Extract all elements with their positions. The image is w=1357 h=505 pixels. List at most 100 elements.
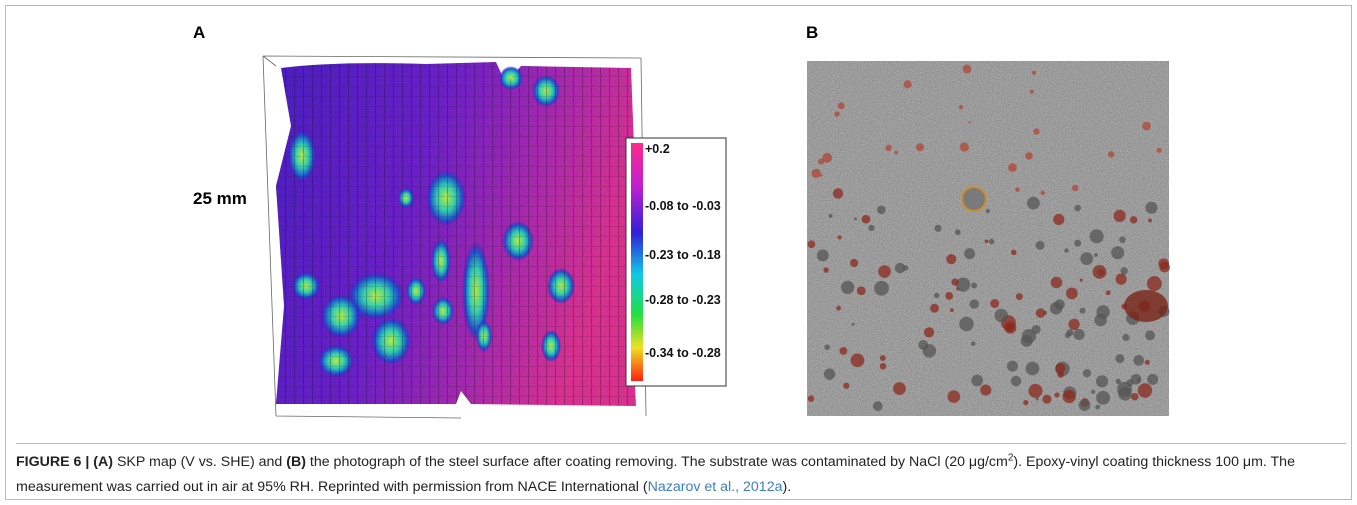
spot [1095,375,1109,388]
figure: A B 25 mm +0.2 -0. [5,5,1352,500]
spot [1095,404,1101,410]
spot [840,280,855,295]
spot [1129,216,1138,224]
spot [958,105,964,110]
spot [1074,204,1081,212]
spot [1028,383,1043,398]
spot [922,344,937,358]
spot [879,355,886,362]
caption-label: FIGURE 6 | [16,454,90,470]
spot [969,299,979,309]
spot [807,395,815,402]
spot [1073,328,1085,341]
spot [1120,267,1128,275]
spot [1156,147,1162,153]
spot [1146,276,1162,292]
spot [1062,389,1076,404]
spot [1147,218,1152,223]
spot [1147,373,1159,385]
spot [1057,371,1064,378]
caption-marker: (B) [286,454,306,470]
spot [1035,308,1046,318]
spot [947,390,961,403]
legend-label: -0.23 to -0.18 [645,248,721,262]
spot [1122,333,1130,341]
spot [885,144,892,152]
spot [811,168,821,178]
spot [1064,332,1071,339]
spot [1054,299,1065,310]
spot [894,262,906,274]
spot [1025,152,1033,160]
figure-panels: A B 25 mm +0.2-0. [193,23,1170,419]
spot [1092,264,1107,279]
spot [1066,287,1078,300]
spot [1079,307,1086,314]
spot [816,249,829,262]
spot [822,152,833,163]
spot [984,239,989,244]
spot [970,341,976,346]
citation-link[interactable]: Nazarov et al., 2012a [647,479,783,495]
spot [832,188,844,199]
spot [1079,278,1083,282]
spot [1090,389,1096,394]
caption-text: the photograph of the steel surface afte… [309,454,1008,470]
spot [1050,276,1063,289]
spot [1055,363,1066,374]
spot [1040,190,1045,196]
spot [839,347,848,355]
spot [1131,392,1139,401]
spot [1145,330,1156,341]
spot [1142,121,1151,131]
spot [824,344,830,351]
spot [1064,248,1069,253]
spot [818,158,825,165]
spot [971,374,983,387]
spot [961,186,987,212]
spot [955,277,971,292]
spot [985,208,991,214]
spot [930,303,940,313]
legend-label: -0.08 to -0.03 [645,199,721,213]
spot [988,238,995,245]
spot [851,322,855,326]
color-bar [631,143,643,381]
spot [1027,196,1040,210]
spot [1126,379,1134,387]
spot [934,224,942,232]
panel-label: B [806,23,818,42]
spot [964,248,976,260]
spot [850,353,865,368]
spot [1115,273,1127,285]
spot [1096,390,1111,405]
spot [1071,184,1079,192]
caption-text: ). [782,479,792,495]
spot [837,235,842,240]
caption-text: SKP map (V vs. SHE) and [116,454,283,470]
panel-label: A [193,23,205,42]
spot [868,224,875,232]
spot [856,286,866,296]
spot [823,267,829,273]
spot [1094,313,1107,327]
legend-label: -0.28 to -0.23 [645,293,721,307]
spot [1035,240,1045,250]
spot [945,292,954,300]
spot [1023,399,1029,406]
skp-surface [276,62,636,406]
caption: FIGURE 6 | (A) SKP map (V vs. SHE) and (… [16,443,1346,499]
spot [1145,201,1158,214]
spot [843,382,850,389]
caption-sup: 2 [1007,452,1014,464]
spot [903,80,912,89]
spot [1008,163,1017,172]
scale-label: 25 mm [193,189,247,208]
spot [1042,394,1052,404]
spot [834,111,840,117]
spot [950,308,954,313]
spot [1089,229,1104,244]
spot [954,229,961,236]
spot [823,368,836,380]
caption-text: ). Epoxy-vinyl coating thickness 100 μm.… [16,454,1295,495]
